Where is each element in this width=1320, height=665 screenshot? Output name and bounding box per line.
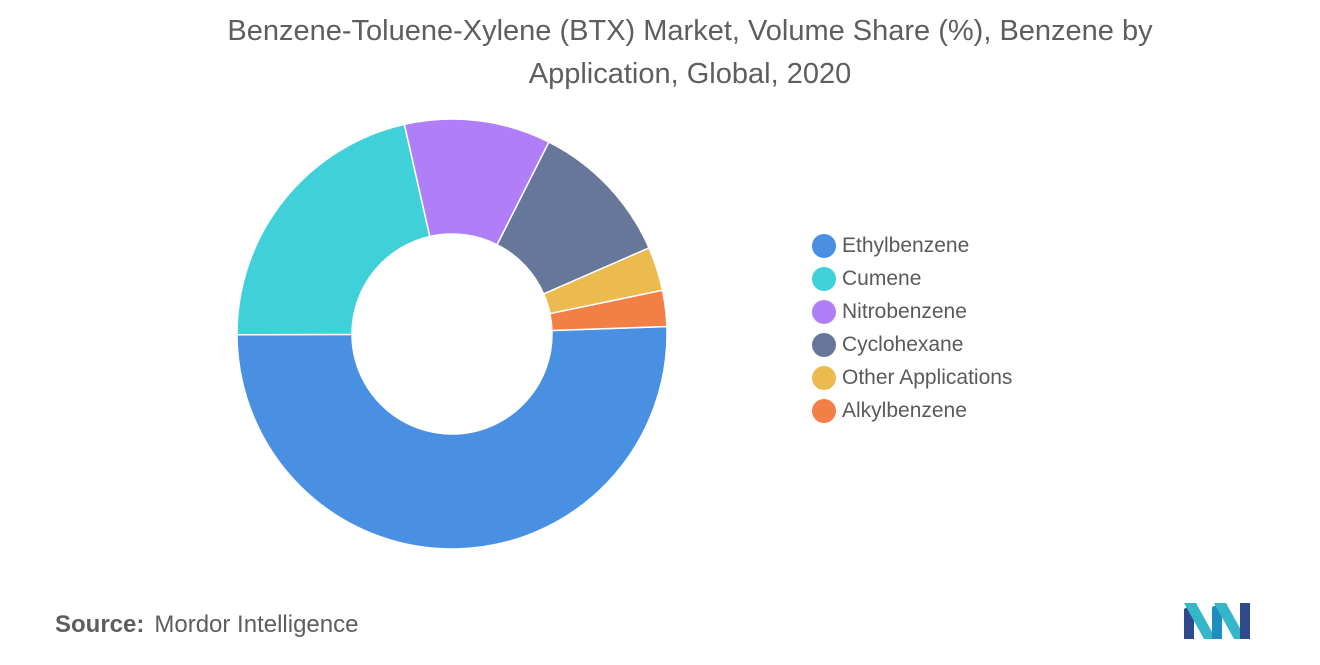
legend-swatch bbox=[812, 233, 836, 258]
chart-title: Benzene-Toluene-Xylene (BTX) Market, Vol… bbox=[227, 15, 1153, 90]
legend-swatch bbox=[812, 332, 836, 357]
legend-swatch bbox=[812, 266, 836, 291]
legend-swatch bbox=[812, 365, 836, 390]
slice-cumene[interactable] bbox=[236, 123, 431, 336]
legend-label: Alkylbenzene bbox=[842, 398, 967, 422]
donut-slices bbox=[236, 118, 668, 550]
slice-ethylbenzene[interactable] bbox=[236, 325, 668, 550]
legend-item-cyclohexane[interactable]: Cyclohexane bbox=[812, 328, 1012, 361]
logo-left-diagonal bbox=[1184, 603, 1216, 639]
legend-swatch bbox=[812, 398, 836, 423]
legend-item-alkylbenzene[interactable]: Alkylbenzene bbox=[812, 394, 1012, 427]
legend-item-cumene[interactable]: Cumene bbox=[812, 262, 1012, 295]
logo-right-stroke bbox=[1240, 603, 1250, 639]
legend-label: Cyclohexane bbox=[842, 332, 964, 356]
legend-label: Nitrobenzene bbox=[842, 299, 967, 323]
slice-alkylbenzene[interactable] bbox=[549, 289, 668, 332]
legend-swatch bbox=[812, 299, 836, 324]
legend-label: Other Applications bbox=[842, 365, 1013, 389]
logo-right-diagonal bbox=[1214, 603, 1246, 639]
source-label: Source: bbox=[55, 611, 145, 638]
source-note: Source: Mordor Intelligence bbox=[55, 611, 358, 639]
legend-label: Ethylbenzene bbox=[842, 233, 970, 257]
chart-legend: Ethylbenzene Cumene Nitrobenzene Cyclohexan… bbox=[812, 229, 1012, 427]
legend-item-ethylbenzene[interactable]: Ethylbenzene bbox=[812, 229, 1012, 262]
legend-label: Cumene bbox=[842, 266, 922, 290]
legend-item-other-applications[interactable]: Other Applications bbox=[812, 361, 1012, 394]
source-text: Mordor Intelligence bbox=[154, 611, 359, 638]
legend-item-nitrobenzene[interactable]: Nitrobenzene bbox=[812, 295, 1012, 328]
mordor-intelligence-logo-icon bbox=[1184, 603, 1250, 639]
